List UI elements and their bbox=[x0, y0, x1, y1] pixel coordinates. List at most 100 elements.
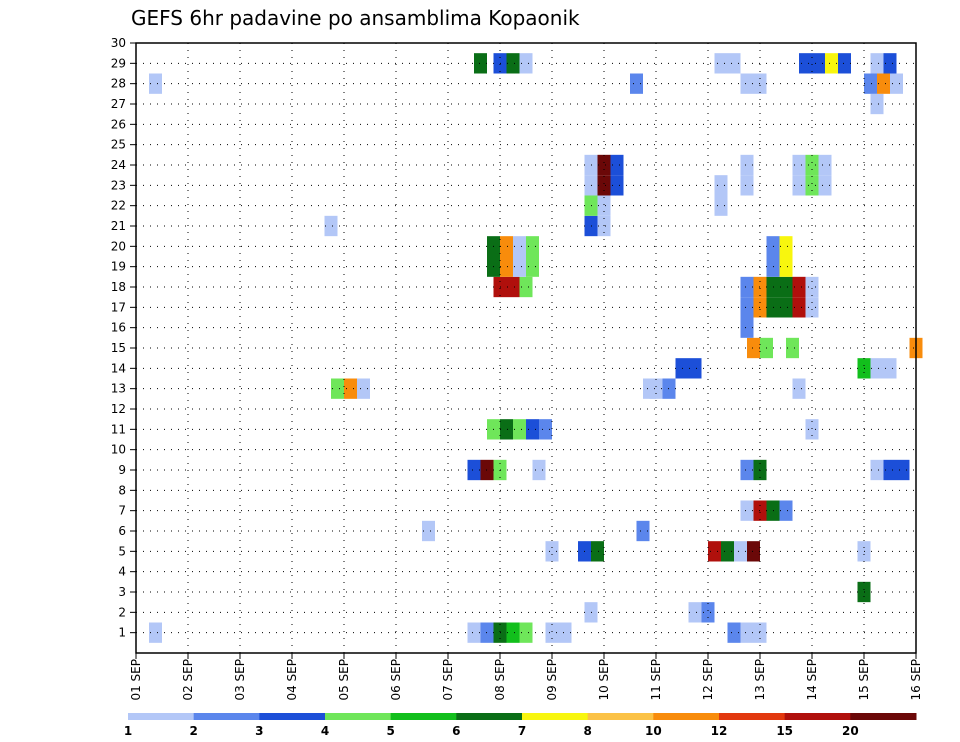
y-tick-label: 29 bbox=[111, 56, 126, 70]
precip-cell bbox=[526, 256, 539, 277]
colorbar-label: 20 bbox=[842, 724, 859, 738]
x-tick-label: 08 SEP bbox=[493, 659, 507, 701]
precip-cell bbox=[747, 541, 760, 562]
precip-cell bbox=[331, 378, 344, 399]
precip-cell bbox=[805, 419, 819, 440]
precip-cell bbox=[610, 154, 624, 176]
precip-cell bbox=[500, 236, 513, 257]
colorbar-swatch bbox=[193, 713, 260, 720]
colorbar-label: 10 bbox=[645, 724, 662, 738]
colorbar-label: 3 bbox=[255, 724, 263, 738]
y-tick-label: 14 bbox=[111, 361, 126, 375]
y-tick-label: 26 bbox=[111, 117, 126, 131]
precip-cell bbox=[805, 175, 819, 196]
precip-cell bbox=[513, 419, 526, 440]
precip-cell bbox=[740, 276, 754, 298]
y-tick-label: 1 bbox=[118, 626, 126, 640]
precip-cell bbox=[838, 53, 851, 74]
precip-cell bbox=[324, 215, 338, 237]
x-tick-label: 16 SEP bbox=[909, 659, 923, 701]
y-tick-label: 23 bbox=[111, 178, 126, 192]
precip-cell bbox=[779, 236, 793, 257]
precip-cell bbox=[357, 378, 370, 399]
y-tick-label: 20 bbox=[111, 239, 126, 253]
precip-cell bbox=[597, 154, 611, 176]
precip-cell bbox=[506, 276, 520, 298]
precip-cell bbox=[714, 195, 728, 216]
colorbar-swatch bbox=[719, 713, 786, 720]
colorbar-label: 1 bbox=[124, 724, 132, 738]
y-tick-label: 4 bbox=[118, 565, 126, 579]
precip-cell bbox=[877, 73, 890, 94]
precip-cell bbox=[714, 53, 728, 74]
y-tick-label: 19 bbox=[111, 260, 126, 274]
precip-cell bbox=[734, 541, 747, 562]
x-tick-label: 02 SEP bbox=[181, 659, 195, 701]
precip-cell bbox=[805, 154, 819, 176]
precip-cell bbox=[500, 419, 513, 440]
y-tick-label: 2 bbox=[118, 605, 126, 619]
precip-cell bbox=[740, 459, 754, 481]
precip-cell bbox=[727, 53, 741, 74]
colorbar-label: 6 bbox=[452, 724, 460, 738]
x-tick-label: 13 SEP bbox=[753, 659, 767, 701]
precip-cell bbox=[597, 195, 611, 216]
precip-cell bbox=[870, 53, 884, 74]
y-tick-label: 9 bbox=[118, 463, 126, 477]
x-tick-label: 07 SEP bbox=[441, 659, 455, 701]
precip-cell bbox=[344, 378, 357, 399]
precip-cell bbox=[870, 93, 884, 115]
precip-cell bbox=[740, 317, 754, 338]
precip-cell bbox=[708, 541, 721, 562]
precip-cell bbox=[779, 276, 793, 298]
precip-cell bbox=[721, 541, 734, 562]
precip-cell bbox=[422, 520, 435, 542]
precip-cell bbox=[896, 459, 910, 481]
precip-cell bbox=[740, 154, 754, 176]
precip-cell bbox=[149, 73, 162, 94]
colorbar-swatch bbox=[128, 713, 195, 720]
precip-cell bbox=[792, 276, 806, 298]
precip-cell bbox=[513, 256, 526, 277]
precip-cell bbox=[799, 53, 812, 74]
plot-frame bbox=[135, 42, 917, 654]
y-tick-label: 28 bbox=[111, 77, 126, 91]
y-tick-label: 30 bbox=[111, 36, 126, 50]
precip-cell bbox=[513, 236, 526, 257]
precip-cell bbox=[610, 175, 624, 196]
precip-cell bbox=[545, 622, 559, 643]
y-tick-label: 10 bbox=[111, 443, 126, 457]
colorbar-swatch bbox=[456, 713, 523, 720]
precip-cell bbox=[591, 541, 604, 562]
x-tick-label: 09 SEP bbox=[545, 659, 559, 701]
precip-cell bbox=[526, 236, 539, 257]
y-tick-label: 8 bbox=[118, 483, 126, 497]
colorbar-label: 2 bbox=[189, 724, 197, 738]
precip-cell bbox=[636, 520, 650, 542]
colorbar-swatch bbox=[587, 713, 654, 720]
y-tick-label: 22 bbox=[111, 199, 126, 213]
y-tick-label: 24 bbox=[111, 158, 126, 172]
precip-cell bbox=[532, 459, 546, 481]
y-tick-label: 27 bbox=[111, 97, 126, 111]
precip-cell bbox=[519, 622, 533, 643]
precip-cell bbox=[701, 602, 715, 623]
x-tick-label: 11 SEP bbox=[649, 659, 663, 701]
precip-cell bbox=[714, 175, 728, 196]
y-tick-label: 17 bbox=[111, 300, 126, 314]
y-tick-label: 6 bbox=[118, 524, 126, 538]
precip-cell bbox=[688, 602, 702, 623]
precip-cell bbox=[506, 622, 520, 643]
precip-cell bbox=[506, 53, 520, 74]
precip-cell bbox=[519, 276, 533, 298]
colorbar-swatch bbox=[850, 713, 917, 720]
y-tick-label: 5 bbox=[118, 544, 126, 558]
precip-cell bbox=[649, 378, 663, 399]
precip-cell bbox=[870, 459, 884, 481]
precip-cell bbox=[870, 358, 884, 379]
precip-cell bbox=[805, 276, 819, 298]
precip-cell bbox=[149, 622, 162, 643]
y-tick-label: 12 bbox=[111, 402, 126, 416]
precip-cell bbox=[688, 358, 702, 379]
precip-cell bbox=[786, 337, 799, 359]
